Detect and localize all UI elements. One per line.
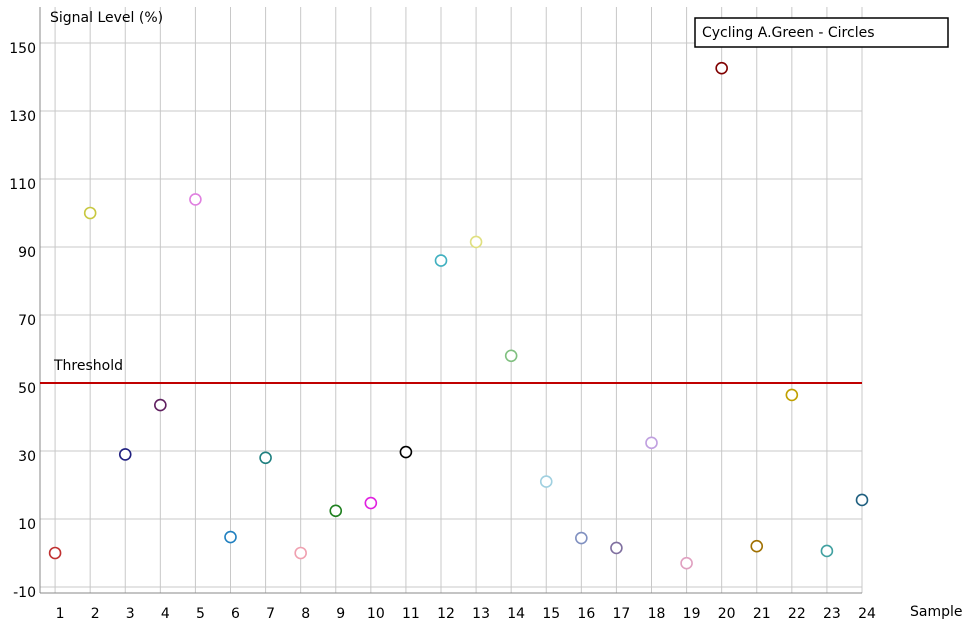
data-point bbox=[118, 448, 132, 461]
x-tick-label: 18 bbox=[648, 606, 666, 622]
y-tick-label: 90 bbox=[18, 245, 36, 261]
data-point bbox=[820, 544, 834, 558]
y-tick-label: 150 bbox=[9, 41, 36, 57]
data-point bbox=[575, 531, 588, 545]
data-point bbox=[83, 206, 97, 220]
y-tick-label: -10 bbox=[13, 585, 36, 601]
x-tick-label: 21 bbox=[753, 606, 771, 622]
x-tick-label: 6 bbox=[231, 606, 240, 622]
x-tick-label: 2 bbox=[91, 606, 100, 622]
data-point bbox=[154, 398, 167, 412]
data-point bbox=[610, 541, 623, 555]
x-tick-label: 5 bbox=[196, 606, 205, 622]
data-point bbox=[399, 445, 413, 459]
x-tick-label: 17 bbox=[613, 606, 631, 622]
x-tick-label: 14 bbox=[507, 606, 525, 622]
x-tick-label: 4 bbox=[161, 606, 170, 622]
data-point bbox=[224, 530, 237, 544]
data-point bbox=[329, 504, 343, 518]
x-tick-label: 7 bbox=[266, 606, 275, 622]
x-tick-label: 12 bbox=[437, 606, 455, 622]
x-tick-label: 20 bbox=[718, 606, 736, 622]
y-tick-label: 70 bbox=[18, 313, 36, 329]
y-tick-label: 50 bbox=[18, 381, 36, 397]
x-tick-label: 3 bbox=[126, 606, 135, 622]
y-tick-label: 110 bbox=[9, 177, 36, 193]
x-axis-label: Sample bbox=[910, 604, 963, 620]
x-tick-label: 11 bbox=[402, 606, 420, 622]
data-point bbox=[469, 235, 483, 249]
data-point bbox=[259, 451, 272, 465]
data-point bbox=[855, 493, 869, 507]
data-point bbox=[294, 546, 307, 560]
x-tick-label: 16 bbox=[577, 606, 595, 622]
data-point bbox=[189, 193, 202, 206]
x-tick-label: 23 bbox=[823, 606, 841, 622]
data-point bbox=[539, 475, 553, 488]
x-tick-label: 22 bbox=[788, 606, 806, 622]
data-point bbox=[750, 539, 764, 553]
y-tick-label: 130 bbox=[9, 109, 36, 125]
threshold-label: Threshold bbox=[53, 358, 123, 374]
y-tick-label: 30 bbox=[18, 449, 36, 465]
data-point bbox=[785, 388, 799, 402]
x-tick-label: 19 bbox=[683, 606, 701, 622]
x-tick-label: 10 bbox=[367, 606, 385, 622]
x-tick-label: 13 bbox=[472, 606, 490, 622]
x-tick-label: 9 bbox=[336, 606, 345, 622]
x-tick-label: 8 bbox=[301, 606, 310, 622]
data-point bbox=[48, 546, 62, 560]
data-point bbox=[715, 61, 728, 75]
data-point bbox=[680, 556, 693, 570]
y-tick-label: 10 bbox=[18, 517, 36, 533]
data-point bbox=[504, 349, 518, 363]
plot-area bbox=[40, 7, 862, 593]
y-axis-label: Signal Level (%) bbox=[50, 10, 163, 26]
data-point bbox=[434, 254, 448, 267]
legend-label: Cycling A.Green - Circles bbox=[702, 25, 874, 41]
data-point bbox=[364, 496, 378, 510]
x-tick-label: 1 bbox=[56, 606, 65, 622]
data-point bbox=[645, 436, 658, 450]
x-tick-label: 15 bbox=[542, 606, 560, 622]
x-tick-label: 24 bbox=[858, 606, 876, 622]
legend-box bbox=[694, 17, 949, 48]
